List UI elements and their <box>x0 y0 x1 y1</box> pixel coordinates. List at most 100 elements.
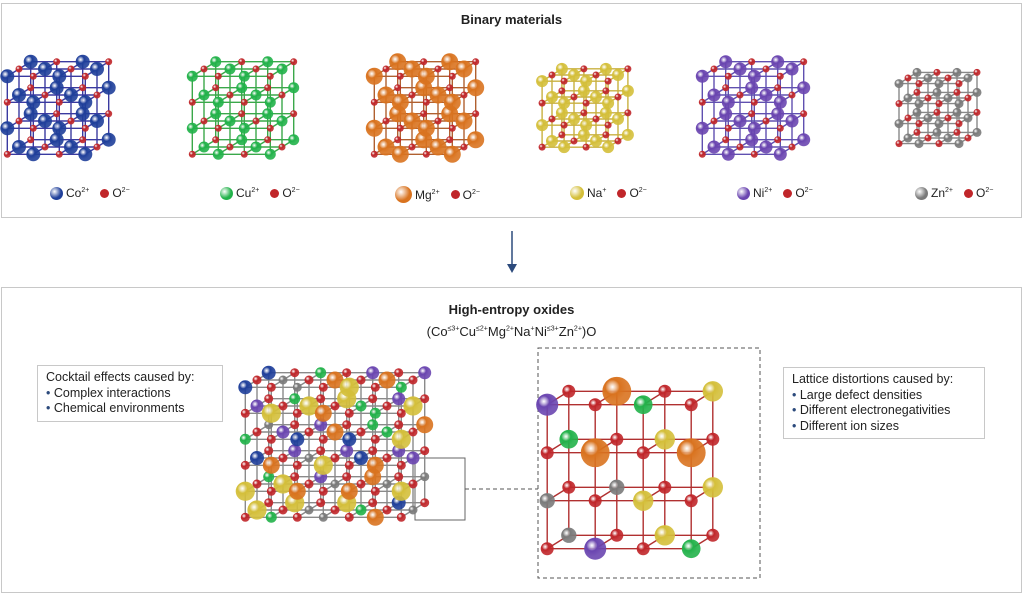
cation-atom <box>365 119 383 137</box>
cation-atom <box>621 84 634 97</box>
oxygen-atom <box>292 512 302 522</box>
oxygen-atom <box>370 98 378 106</box>
oxygen-atom <box>434 117 442 125</box>
oxygen-atom <box>105 110 113 118</box>
oxygen-atom <box>394 368 404 378</box>
cation-atom <box>797 133 811 147</box>
cation-atom <box>273 474 293 494</box>
oxygen-sphere-icon <box>100 188 110 198</box>
cation-atom <box>914 139 924 149</box>
cation-atom <box>391 429 411 449</box>
oxygen-atom <box>226 91 234 99</box>
oxygen-atom <box>290 420 300 430</box>
cation-atom <box>326 423 344 441</box>
cation-atom <box>366 456 384 474</box>
cation-atom <box>235 481 255 501</box>
oxygen-atom <box>41 91 49 99</box>
oxygen-atom <box>422 150 430 158</box>
oxygen-atom <box>944 114 952 122</box>
lattice-co <box>0 54 116 162</box>
heo-inset-lattice <box>536 376 723 560</box>
cation-atom <box>676 438 706 468</box>
cation-atom <box>75 106 90 121</box>
oxygen-atom <box>706 528 720 542</box>
oxygen-atom <box>240 98 248 106</box>
cation-atom <box>247 500 267 520</box>
oxygen-atom <box>460 143 468 151</box>
cation-atom <box>378 371 396 389</box>
oxygen-atom <box>382 401 392 411</box>
cation-atom <box>366 366 380 380</box>
cation-atom <box>963 113 973 123</box>
oxygen-sphere-icon <box>450 190 460 199</box>
cation-atom <box>934 119 944 129</box>
oxygen-atom <box>55 150 63 158</box>
cation-atom <box>264 148 276 160</box>
cation-atom <box>365 67 383 85</box>
formula-part: Na <box>513 324 531 339</box>
cation-atom <box>382 479 392 489</box>
cation-atom <box>261 365 276 380</box>
cation-atom <box>299 396 319 416</box>
oxygen-atom <box>342 368 352 378</box>
oxygen-atom <box>81 124 89 132</box>
cation-atom <box>236 82 248 94</box>
oxygen-atom <box>540 542 554 556</box>
cation-atom <box>26 147 41 162</box>
oxygen-atom <box>774 84 782 92</box>
cation-atom <box>265 511 277 523</box>
oxygen-atom <box>394 472 404 482</box>
cation-atom <box>210 108 222 120</box>
cation-atom <box>785 62 799 76</box>
cation-atom <box>602 141 615 154</box>
oxygen-atom <box>238 58 246 66</box>
oxygen-atom <box>93 91 101 99</box>
cation-atom <box>52 121 67 136</box>
zoom-inset-box <box>537 347 761 579</box>
oxygen-atom <box>624 109 632 117</box>
oxygen-atom <box>15 117 23 125</box>
cation-atom <box>599 62 612 75</box>
lattice-ni <box>695 55 811 161</box>
cation-atom <box>702 381 723 402</box>
cation-atom <box>238 70 250 82</box>
cation-atom <box>420 472 430 482</box>
cation-atom <box>389 53 407 71</box>
cation-atom <box>539 493 555 509</box>
oxygen-atom <box>342 420 352 430</box>
oxygen-atom <box>240 460 250 470</box>
formula-part: )O <box>581 324 597 339</box>
oxygen-atom <box>538 143 546 151</box>
cation-atom <box>745 81 759 95</box>
oxygen-atom <box>356 427 366 437</box>
oxygen-atom <box>710 117 718 125</box>
oxygen-atom <box>448 124 456 132</box>
lattice-item: Different electronegativities <box>792 403 976 419</box>
oxygen-atom <box>278 401 288 411</box>
cation-atom <box>561 527 577 543</box>
oxygen-atom <box>368 446 378 456</box>
oxygen-atom <box>560 121 568 129</box>
oxygen-atom <box>53 58 61 66</box>
cation-atom <box>654 525 675 546</box>
cation-atom <box>340 482 358 500</box>
oxygen-atom <box>252 375 262 385</box>
oxygen-atom <box>382 453 392 463</box>
cation-atom <box>391 481 411 501</box>
oxygen-sphere-icon <box>783 188 793 198</box>
cation-label: Zn2+ <box>931 186 953 200</box>
cation-atom <box>0 121 15 136</box>
oxygen-atom <box>330 453 340 463</box>
oxygen-sphere-icon <box>617 188 627 198</box>
oxygen-atom <box>93 143 101 151</box>
cation-atom <box>721 95 735 109</box>
cation-atom <box>972 87 982 97</box>
cation-atom <box>621 128 634 141</box>
cation-atom <box>239 433 251 445</box>
cation-atom <box>555 106 568 119</box>
cation-atom <box>101 80 116 95</box>
cation-atom <box>609 479 625 495</box>
cation-atom <box>785 114 799 128</box>
lattice-cu <box>186 56 300 160</box>
